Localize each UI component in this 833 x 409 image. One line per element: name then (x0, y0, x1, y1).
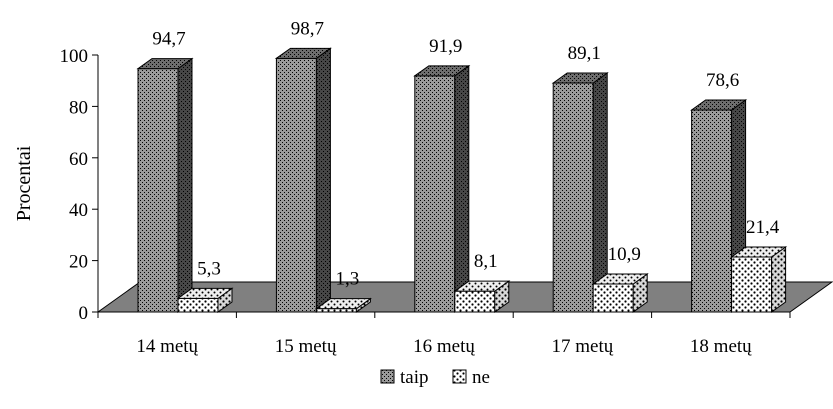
legend-swatch-taip (380, 369, 395, 384)
y-axis-title: Procentai (13, 145, 35, 221)
legend-label-taip: taip (400, 367, 429, 388)
bar-taip-front (552, 82, 594, 313)
legend-label-ne: ne (472, 367, 490, 388)
bar-taip-front (414, 75, 456, 313)
data-label-ne: 10,9 (608, 244, 641, 265)
bar-ne-top (730, 246, 788, 258)
bar-taip (413, 64, 471, 313)
data-label-ne: 1,3 (336, 269, 360, 290)
bar-ne-front (592, 283, 634, 313)
bar-ne (591, 273, 649, 313)
y-tick-label: 60 (69, 149, 88, 170)
x-tick-label: 14 metų (136, 336, 198, 357)
y-tick-label: 80 (69, 97, 88, 118)
y-tick-label: 0 (79, 303, 89, 324)
bar-ne-top (314, 298, 372, 310)
bar-taip-front (275, 57, 317, 313)
x-tick-label: 17 metų (552, 336, 614, 357)
bar-ne (730, 246, 788, 313)
data-label-taip: 89,1 (568, 43, 601, 64)
bar-taip (551, 72, 609, 313)
bar-taip-front (137, 68, 179, 313)
y-tick-label: 40 (69, 200, 88, 221)
bar-taip-top (136, 58, 194, 70)
data-label-taip: 94,7 (152, 29, 185, 50)
x-tick-label: 16 metų (413, 336, 475, 357)
bar-taip-top (413, 65, 471, 77)
bar-ne (176, 287, 234, 313)
bar-ne-front (177, 297, 219, 313)
bar-ne-front (454, 290, 496, 313)
bar-taip-side (315, 47, 331, 313)
bar-ne-top (176, 287, 234, 299)
bar-taip-top (690, 99, 748, 111)
x-tick-label: 18 metų (690, 336, 752, 357)
bar-ne-front (315, 308, 357, 313)
y-tick-label: 100 (60, 46, 89, 67)
bar-ne-side (771, 246, 787, 313)
data-label-taip: 98,7 (291, 18, 324, 39)
bar-taip (136, 57, 194, 313)
x-tick-label: 15 metų (275, 336, 337, 357)
y-tick-label: 20 (69, 252, 88, 273)
bar-taip-top (551, 72, 609, 84)
data-label-ne: 8,1 (474, 251, 498, 272)
bar-taip-side (177, 57, 193, 313)
data-label-taip: 78,6 (706, 70, 739, 91)
bar-ne-top (453, 280, 511, 292)
bar-ne (314, 297, 372, 313)
bar-ne-front (731, 256, 773, 313)
bar-taip-top (274, 47, 332, 59)
data-label-taip: 91,9 (429, 36, 462, 57)
bar-ne-top (591, 273, 649, 285)
bar-taip-front (691, 109, 733, 313)
legend-swatch-ne (452, 369, 467, 384)
data-label-ne: 21,4 (746, 217, 780, 238)
bar-ne (453, 280, 511, 313)
data-label-ne: 5,3 (197, 258, 221, 279)
bar-taip-side (454, 64, 470, 313)
bar-taip (274, 47, 332, 313)
